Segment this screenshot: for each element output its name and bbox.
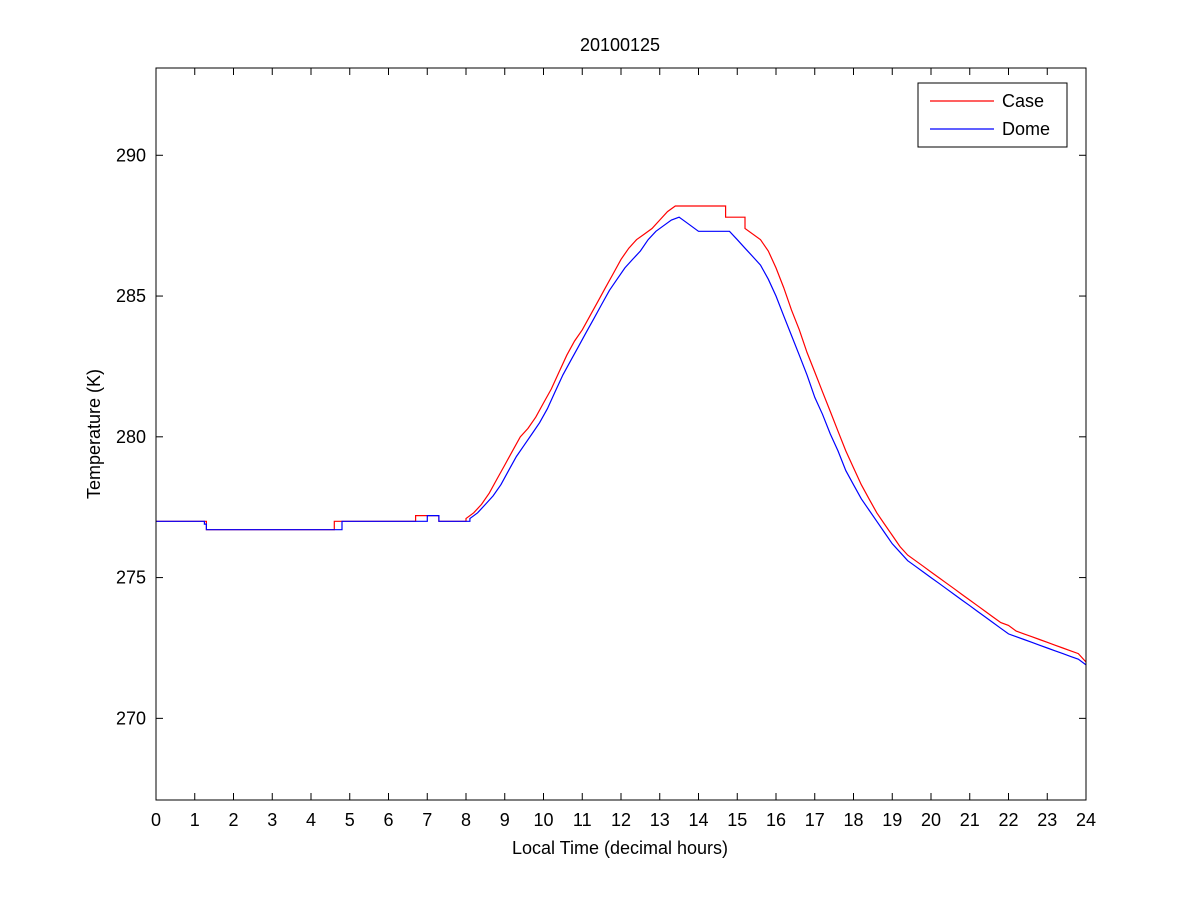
legend-label: Case xyxy=(1002,91,1044,111)
y-axis-label: Temperature (K) xyxy=(84,369,104,499)
x-tick-label: 2 xyxy=(228,810,238,830)
x-tick-label: 14 xyxy=(688,810,708,830)
x-tick-label: 22 xyxy=(998,810,1018,830)
x-tick-label: 1 xyxy=(190,810,200,830)
legend-label: Dome xyxy=(1002,119,1050,139)
y-tick-label: 280 xyxy=(116,427,146,447)
series-line-case xyxy=(156,205,1087,663)
x-tick-label: 3 xyxy=(267,810,277,830)
x-tick-label: 21 xyxy=(960,810,980,830)
x-tick-label: 5 xyxy=(345,810,355,830)
x-tick-label: 17 xyxy=(805,810,825,830)
x-tick-label: 11 xyxy=(573,810,592,830)
x-tick-label: 13 xyxy=(650,810,670,830)
x-axis: 0 1 2 3 4 5 6 7 8 9 10 11 12 13 14 15 16 17 18 19 20 21 22 23 24 xyxy=(151,68,1096,830)
x-tick-label: 6 xyxy=(383,810,393,830)
x-tick-label: 18 xyxy=(843,810,863,830)
series-layer xyxy=(156,205,1087,666)
x-tick-label: 23 xyxy=(1037,810,1057,830)
axes-frame xyxy=(155,67,1087,801)
x-tick-label: 4 xyxy=(306,810,316,830)
x-tick-label: 16 xyxy=(766,810,786,830)
y-axis: 270 275 280 285 290 xyxy=(116,145,1086,728)
x-axis-label: Local Time (decimal hours) xyxy=(512,838,728,858)
y-tick-label: 285 xyxy=(116,286,146,306)
x-tick-label: 24 xyxy=(1076,810,1096,830)
x-tick-label: 9 xyxy=(500,810,510,830)
x-tick-label: 7 xyxy=(422,810,432,830)
chart-title: 20100125 xyxy=(580,35,660,55)
x-tick-label: 0 xyxy=(151,810,161,830)
x-tick-label: 20 xyxy=(921,810,941,830)
y-tick-label: 290 xyxy=(116,145,146,165)
y-tick-label: 275 xyxy=(116,568,146,588)
x-tick-label: 15 xyxy=(727,810,747,830)
series-line-dome xyxy=(156,216,1087,666)
legend: Case Dome xyxy=(917,82,1068,148)
x-tick-label: 8 xyxy=(461,810,471,830)
x-tick-label: 19 xyxy=(882,810,902,830)
x-tick-label: 12 xyxy=(611,810,631,830)
y-tick-label: 270 xyxy=(116,708,146,728)
x-tick-label: 10 xyxy=(533,810,553,830)
legend-box xyxy=(917,82,1068,148)
